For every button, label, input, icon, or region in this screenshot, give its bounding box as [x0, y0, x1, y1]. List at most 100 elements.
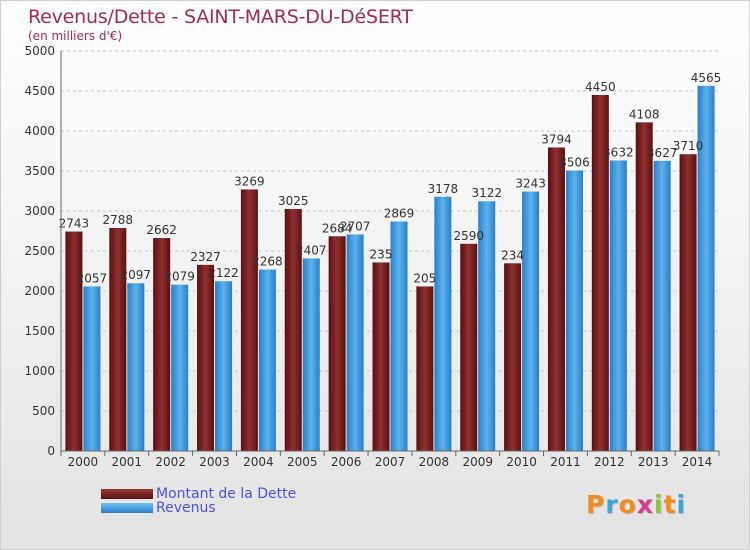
bar-revenue [609, 160, 627, 451]
bar-revenue [565, 170, 583, 451]
legend-swatch-revenue [101, 503, 153, 513]
data-label-revenue: 2268 [252, 255, 283, 269]
bar-debt [679, 154, 697, 451]
y-tick-label: 4500 [24, 84, 55, 98]
bar-revenue [434, 196, 452, 451]
logo-letter: r [605, 490, 619, 519]
x-tick-label: 2011 [550, 455, 581, 469]
bar-debt [504, 263, 522, 451]
logo-letter: P [586, 490, 606, 519]
x-tick-label: 2006 [331, 455, 362, 469]
y-tick-label: 1000 [24, 364, 55, 378]
x-tick-label: 2014 [682, 455, 713, 469]
x-tick-label: 2012 [594, 455, 625, 469]
data-label-revenue: 2869 [384, 206, 415, 220]
legend-item-debt: Montant de la Dette [101, 487, 296, 501]
proxiti-logo: Proxiti [586, 490, 686, 519]
logo-letter: o [618, 490, 637, 519]
y-tick-label: 0 [47, 444, 55, 458]
data-label-debt: 2590 [453, 229, 484, 243]
y-tick-label: 2000 [24, 284, 55, 298]
y-tick-label: 500 [32, 404, 55, 418]
y-tick-label: 5000 [24, 44, 55, 58]
bar-revenue [346, 234, 364, 451]
data-label-revenue: 3506 [559, 156, 590, 170]
bar-debt [416, 286, 434, 451]
y-tick-label: 3500 [24, 164, 55, 178]
data-label-debt: 235 [370, 247, 393, 261]
x-tick-label: 2002 [155, 455, 186, 469]
data-label-revenue: 2122 [208, 266, 239, 280]
legend-label-debt: Montant de la Dette [156, 486, 297, 502]
chart-title: Revenus/Dette - SAINT-MARS-DU-DéSERT [28, 6, 413, 28]
bar-revenue [83, 286, 101, 451]
data-label-debt: 205 [413, 271, 436, 285]
data-label-debt: 234 [501, 248, 524, 262]
bar-revenue [653, 160, 671, 451]
data-label-revenue: 4565 [691, 71, 722, 85]
data-label-revenue: 2407 [296, 243, 327, 257]
bar-revenue [171, 284, 189, 451]
bar-revenue [390, 221, 408, 451]
data-label-debt: 4108 [629, 107, 660, 121]
bar-debt [635, 122, 653, 452]
x-tick-label: 2000 [68, 455, 99, 469]
bar-revenue [302, 258, 320, 451]
y-tick-label: 3000 [24, 204, 55, 218]
legend-swatch-debt [101, 489, 153, 499]
chart-legend: Montant de la Dette Revenus [101, 487, 296, 515]
bar-revenue [127, 283, 145, 451]
data-label-revenue: 2097 [121, 268, 152, 282]
bar-revenue [697, 85, 715, 452]
x-tick-label: 2003 [199, 455, 230, 469]
logo-letter: i [654, 490, 664, 519]
x-tick-label: 2013 [638, 455, 669, 469]
logo-letter: t [663, 490, 677, 519]
data-label-revenue: 2079 [164, 270, 195, 284]
bar-debt [109, 227, 127, 451]
y-tick-label: 2500 [24, 244, 55, 258]
bar-revenue [478, 201, 496, 451]
bar-debt [65, 231, 83, 451]
data-label-revenue: 3627 [647, 146, 678, 160]
data-label-revenue: 3178 [428, 182, 459, 196]
bar-debt [591, 95, 609, 451]
y-tick-label: 4000 [24, 124, 55, 138]
x-tick-label: 2007 [375, 455, 406, 469]
legend-item-revenue: Revenus [101, 501, 296, 515]
data-label-debt: 3269 [234, 174, 265, 188]
bar-debt [547, 147, 565, 452]
data-label-revenue: 2057 [77, 271, 108, 285]
data-label-revenue: 3243 [515, 177, 546, 191]
data-label-debt: 2662 [146, 223, 177, 237]
data-label-debt: 4450 [585, 80, 616, 94]
logo-letter: x [636, 490, 654, 519]
data-label-revenue: 3122 [471, 186, 502, 200]
legend-label-revenue: Revenus [156, 500, 216, 516]
bar-debt [328, 236, 346, 451]
bar-revenue [258, 269, 276, 451]
y-tick-label: 1500 [24, 324, 55, 338]
data-label-revenue: 3632 [603, 145, 634, 159]
logo-letter: i [676, 490, 687, 519]
bar-debt [460, 243, 478, 451]
data-label-debt: 3025 [278, 194, 309, 208]
x-tick-label: 2008 [419, 455, 450, 469]
data-label-debt: 2788 [103, 213, 134, 227]
bar-debt [197, 264, 215, 451]
x-tick-label: 2005 [287, 455, 318, 469]
chart-subtitle: (en milliers d'€) [28, 29, 123, 43]
x-tick-label: 2009 [462, 455, 493, 469]
data-label-debt: 3794 [541, 132, 572, 146]
data-label-revenue: 2707 [340, 219, 371, 233]
x-tick-label: 2001 [112, 455, 143, 469]
data-label-debt: 2684 [322, 221, 353, 235]
x-tick-label: 2010 [506, 455, 537, 469]
bar-revenue [522, 191, 540, 451]
bar-debt [284, 209, 302, 451]
bar-revenue [215, 281, 233, 451]
bar-debt [372, 262, 390, 451]
data-label-debt: 2327 [190, 250, 221, 264]
